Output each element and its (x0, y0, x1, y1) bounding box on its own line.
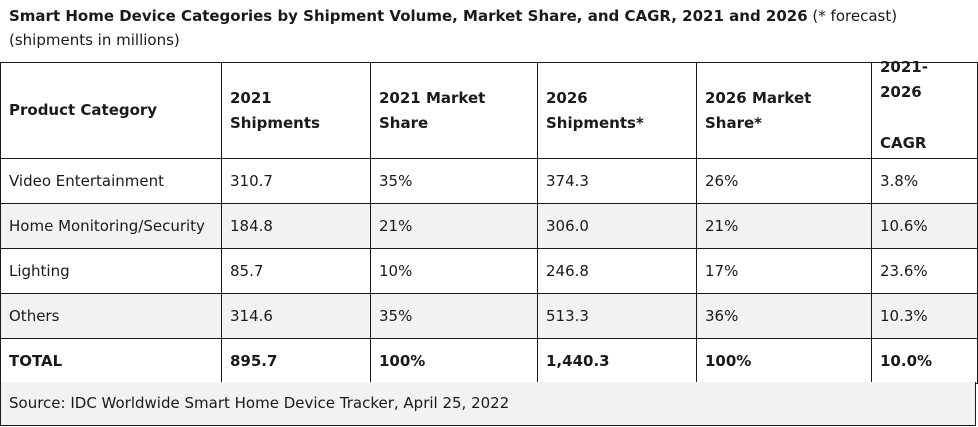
header-share2026: 2026 Market Share* (696, 62, 872, 159)
cell-category: Home Monitoring/Security (0, 203, 222, 249)
total-ship2021: 895.7 (221, 338, 371, 384)
cell-ship2026: 306.0 (537, 203, 697, 249)
cell-category: Others (0, 293, 222, 339)
cell-cagr: 23.6% (871, 248, 978, 294)
cell-ship2026: 513.3 (537, 293, 697, 339)
cell-ship2021: 310.7 (221, 158, 371, 204)
table-row: Lighting 85.7 10% 246.8 17% 23.6% (0, 248, 978, 294)
header-cagr-years: 2021-2026 (880, 58, 928, 101)
header-row: Product Category 2021 Shipments 2021 Mar… (0, 58, 978, 159)
cell-ship2021: 85.7 (221, 248, 371, 294)
total-cagr: 10.0% (871, 338, 978, 384)
cell-category: Video Entertainment (0, 158, 222, 204)
cell-share2026: 36% (696, 293, 872, 339)
table-row: Others 314.6 35% 513.3 36% 10.3% (0, 293, 978, 339)
total-ship2026: 1,440.3 (537, 338, 697, 384)
cell-ship2021: 314.6 (221, 293, 371, 339)
table-row: Video Entertainment 310.7 35% 374.3 26% … (0, 158, 978, 204)
total-share2021: 100% (370, 338, 538, 384)
header-ship2026: 2026 Shipments* (537, 62, 697, 159)
cell-share2026: 17% (696, 248, 872, 294)
cell-cagr: 3.8% (871, 158, 978, 204)
total-share2026: 100% (696, 338, 872, 384)
cell-ship2026: 246.8 (537, 248, 697, 294)
cell-ship2021: 184.8 (221, 203, 371, 249)
table-title: Smart Home Device Categories by Shipment… (9, 4, 969, 52)
source-note: Source: IDC Worldwide Smart Home Device … (0, 382, 976, 426)
header-ship2021: 2021 Shipments (221, 62, 371, 159)
cell-share2021: 35% (370, 158, 538, 204)
cell-share2021: 10% (370, 248, 538, 294)
cell-share2026: 21% (696, 203, 872, 249)
title-main: Smart Home Device Categories by Shipment… (9, 7, 808, 25)
cell-ship2026: 374.3 (537, 158, 697, 204)
cell-category: Lighting (0, 248, 222, 294)
cell-cagr: 10.6% (871, 203, 978, 249)
cell-share2021: 35% (370, 293, 538, 339)
cell-share2026: 26% (696, 158, 872, 204)
total-category: TOTAL (0, 338, 222, 384)
header-cagr: 2021-2026 CAGR (871, 58, 978, 159)
header-share2021: 2021 Market Share (370, 62, 538, 159)
cell-share2021: 21% (370, 203, 538, 249)
total-row: TOTAL 895.7 100% 1,440.3 100% 10.0% (0, 338, 978, 384)
table-row: Home Monitoring/Security 184.8 21% 306.0… (0, 203, 978, 249)
header-category: Product Category (0, 62, 222, 159)
shipments-table: Product Category 2021 Shipments 2021 Mar… (0, 58, 978, 384)
cell-cagr: 10.3% (871, 293, 978, 339)
header-cagr-label: CAGR (880, 134, 927, 152)
title-note: (* forecast) (shipments in millions) (9, 7, 898, 49)
